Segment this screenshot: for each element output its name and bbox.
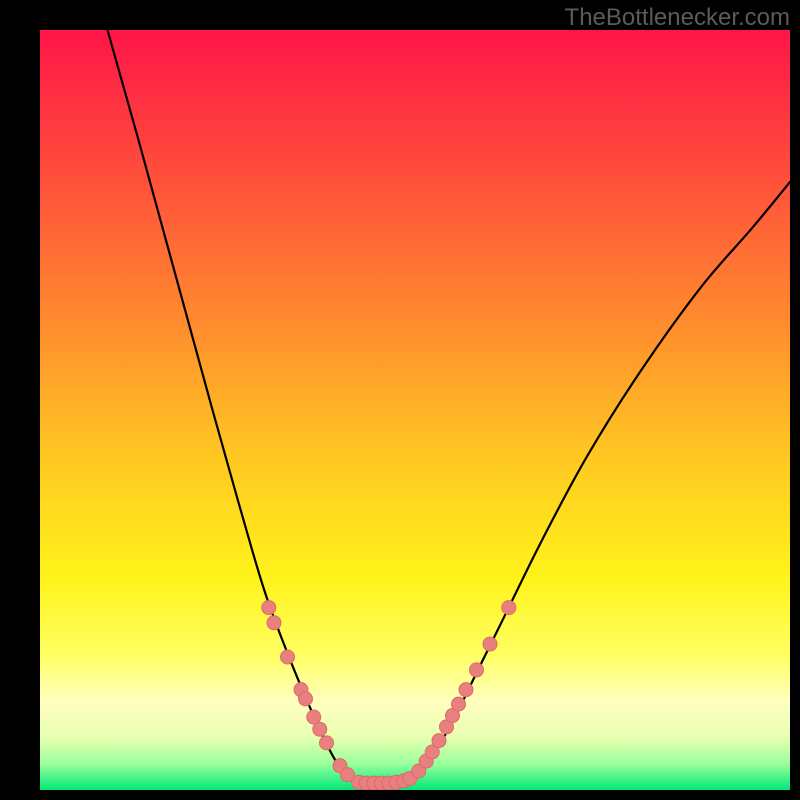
data-marker — [262, 601, 276, 615]
watermark-text: TheBottlenecker.com — [565, 4, 790, 32]
data-marker — [483, 637, 497, 651]
data-marker — [320, 736, 334, 750]
data-marker — [313, 722, 327, 736]
chart-frame: TheBottlenecker.com — [0, 0, 800, 800]
data-marker — [432, 734, 446, 748]
data-marker — [452, 697, 466, 711]
plot-svg — [40, 30, 790, 790]
data-marker — [281, 650, 295, 664]
data-marker — [470, 663, 484, 677]
data-marker — [459, 683, 473, 697]
data-marker — [502, 601, 516, 615]
gradient-background — [40, 30, 790, 790]
plot-area — [40, 30, 790, 790]
data-marker — [267, 616, 281, 630]
data-marker — [299, 692, 313, 706]
